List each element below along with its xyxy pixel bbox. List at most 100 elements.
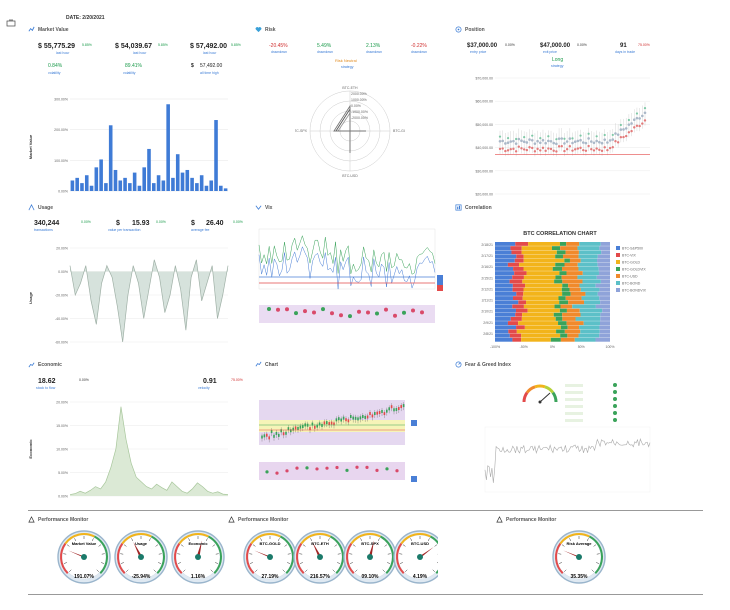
gauge-tick — [410, 538, 413, 542]
point-grey — [576, 139, 580, 143]
point-red — [552, 149, 555, 152]
corr-segment — [495, 275, 513, 280]
gauge-hub — [317, 554, 323, 560]
x-tick-label: 0% — [550, 345, 555, 349]
candle-body — [345, 418, 347, 422]
corr-segment — [599, 287, 610, 292]
position-days: 91 — [620, 43, 627, 49]
y-tick-label: $50,000.00 — [475, 123, 493, 127]
corr-segment — [527, 308, 560, 313]
gauge-band — [296, 542, 305, 574]
economic-velocity-lbl: velocity — [198, 386, 210, 390]
gauge-hub — [138, 554, 144, 560]
corr-segment — [566, 321, 584, 326]
point-red — [587, 144, 590, 148]
vix-lower-band — [259, 305, 435, 323]
gauge-tick — [254, 569, 258, 573]
point-red — [638, 124, 641, 128]
corr-segment — [495, 279, 510, 284]
gauge-tick — [399, 562, 403, 564]
gauge-tick — [299, 562, 303, 564]
corr-segment — [495, 312, 516, 317]
bar — [199, 175, 204, 191]
candle-body — [400, 405, 402, 409]
corr-segment — [562, 292, 571, 296]
candle-body — [374, 412, 376, 416]
point-grey — [638, 117, 641, 120]
gauge-tick — [205, 538, 208, 542]
corr-segment — [570, 292, 586, 296]
candle-body — [350, 415, 352, 419]
gauge-tick — [354, 569, 358, 573]
corr-segment — [599, 296, 610, 301]
correlation-chart-title: BTC CORRELATION CHART — [523, 231, 597, 237]
point-red — [520, 147, 523, 150]
vix-marker — [339, 313, 343, 318]
point-green — [563, 137, 566, 140]
gauge-label: BTC-USD — [411, 541, 429, 546]
point-red — [606, 148, 609, 152]
point-red — [635, 124, 639, 127]
candle-body — [316, 424, 318, 428]
gauge-band — [588, 535, 603, 574]
bar — [180, 172, 185, 191]
gauge-segment — [544, 385, 555, 394]
position-side-lbl: strategy — [551, 64, 564, 68]
point-red — [522, 148, 526, 151]
corr-segment — [515, 312, 523, 317]
bar — [94, 167, 99, 191]
indicator-dot — [613, 397, 617, 401]
candle-body — [270, 430, 273, 434]
y-tick-label: $30,000.00 — [475, 169, 493, 173]
corr-segment — [495, 333, 510, 338]
corr-segment — [495, 337, 513, 342]
y-tick-label: $20,000.00 — [475, 193, 493, 197]
signal-marker — [275, 471, 279, 475]
panel-title: Correlation — [465, 205, 492, 211]
gauge-value: 191.07% — [74, 574, 94, 580]
indicator-dot — [613, 418, 617, 422]
usage-vpt-symbol: $ — [116, 220, 120, 227]
corr-segment — [597, 262, 610, 267]
gauge-band — [246, 542, 255, 574]
candle-body — [321, 423, 323, 427]
correlation-panel: Correlation BTC CORRELATION CHART 2/18/2… — [455, 204, 655, 355]
point-grey — [571, 141, 574, 145]
point-red — [571, 149, 574, 152]
point-red — [512, 147, 515, 151]
bar — [89, 185, 94, 191]
panel-title: Market Value — [38, 27, 69, 33]
corr-segment — [512, 275, 524, 280]
vix-marker — [357, 309, 361, 314]
corr-segment — [555, 275, 562, 280]
corr-segment — [600, 317, 610, 321]
corr-segment — [575, 317, 601, 321]
usage-transactions: 340,244 — [34, 220, 60, 227]
gauge-tick — [96, 569, 100, 573]
y-tick-label: 15.00% — [56, 424, 68, 428]
gauge-tick — [212, 544, 216, 547]
candle-body — [318, 422, 321, 426]
gauge-hub — [367, 554, 373, 560]
candle-body — [369, 411, 371, 415]
date-label: 2/16/21 — [481, 265, 493, 269]
point-green — [539, 137, 542, 140]
gauge-tick — [215, 562, 219, 564]
usage-vpt-pct: 0.00% — [156, 220, 166, 224]
point-red — [557, 145, 561, 148]
risk-lbl-1: drawdown — [271, 50, 287, 54]
vix-marker — [411, 308, 415, 313]
corr-segment — [516, 329, 557, 334]
corr-segment — [522, 279, 555, 284]
point-red — [590, 147, 593, 151]
point-red — [595, 147, 598, 150]
gauge-tick — [334, 544, 338, 547]
bar — [190, 177, 194, 191]
usage-vpt: 15.93 — [132, 220, 150, 227]
gauge-tick — [434, 544, 438, 547]
corr-segment — [572, 304, 596, 309]
point-green — [579, 134, 582, 137]
vix-icon — [255, 205, 262, 210]
usage-fee-pct: 0.00% — [233, 220, 243, 224]
point-red — [555, 150, 558, 153]
